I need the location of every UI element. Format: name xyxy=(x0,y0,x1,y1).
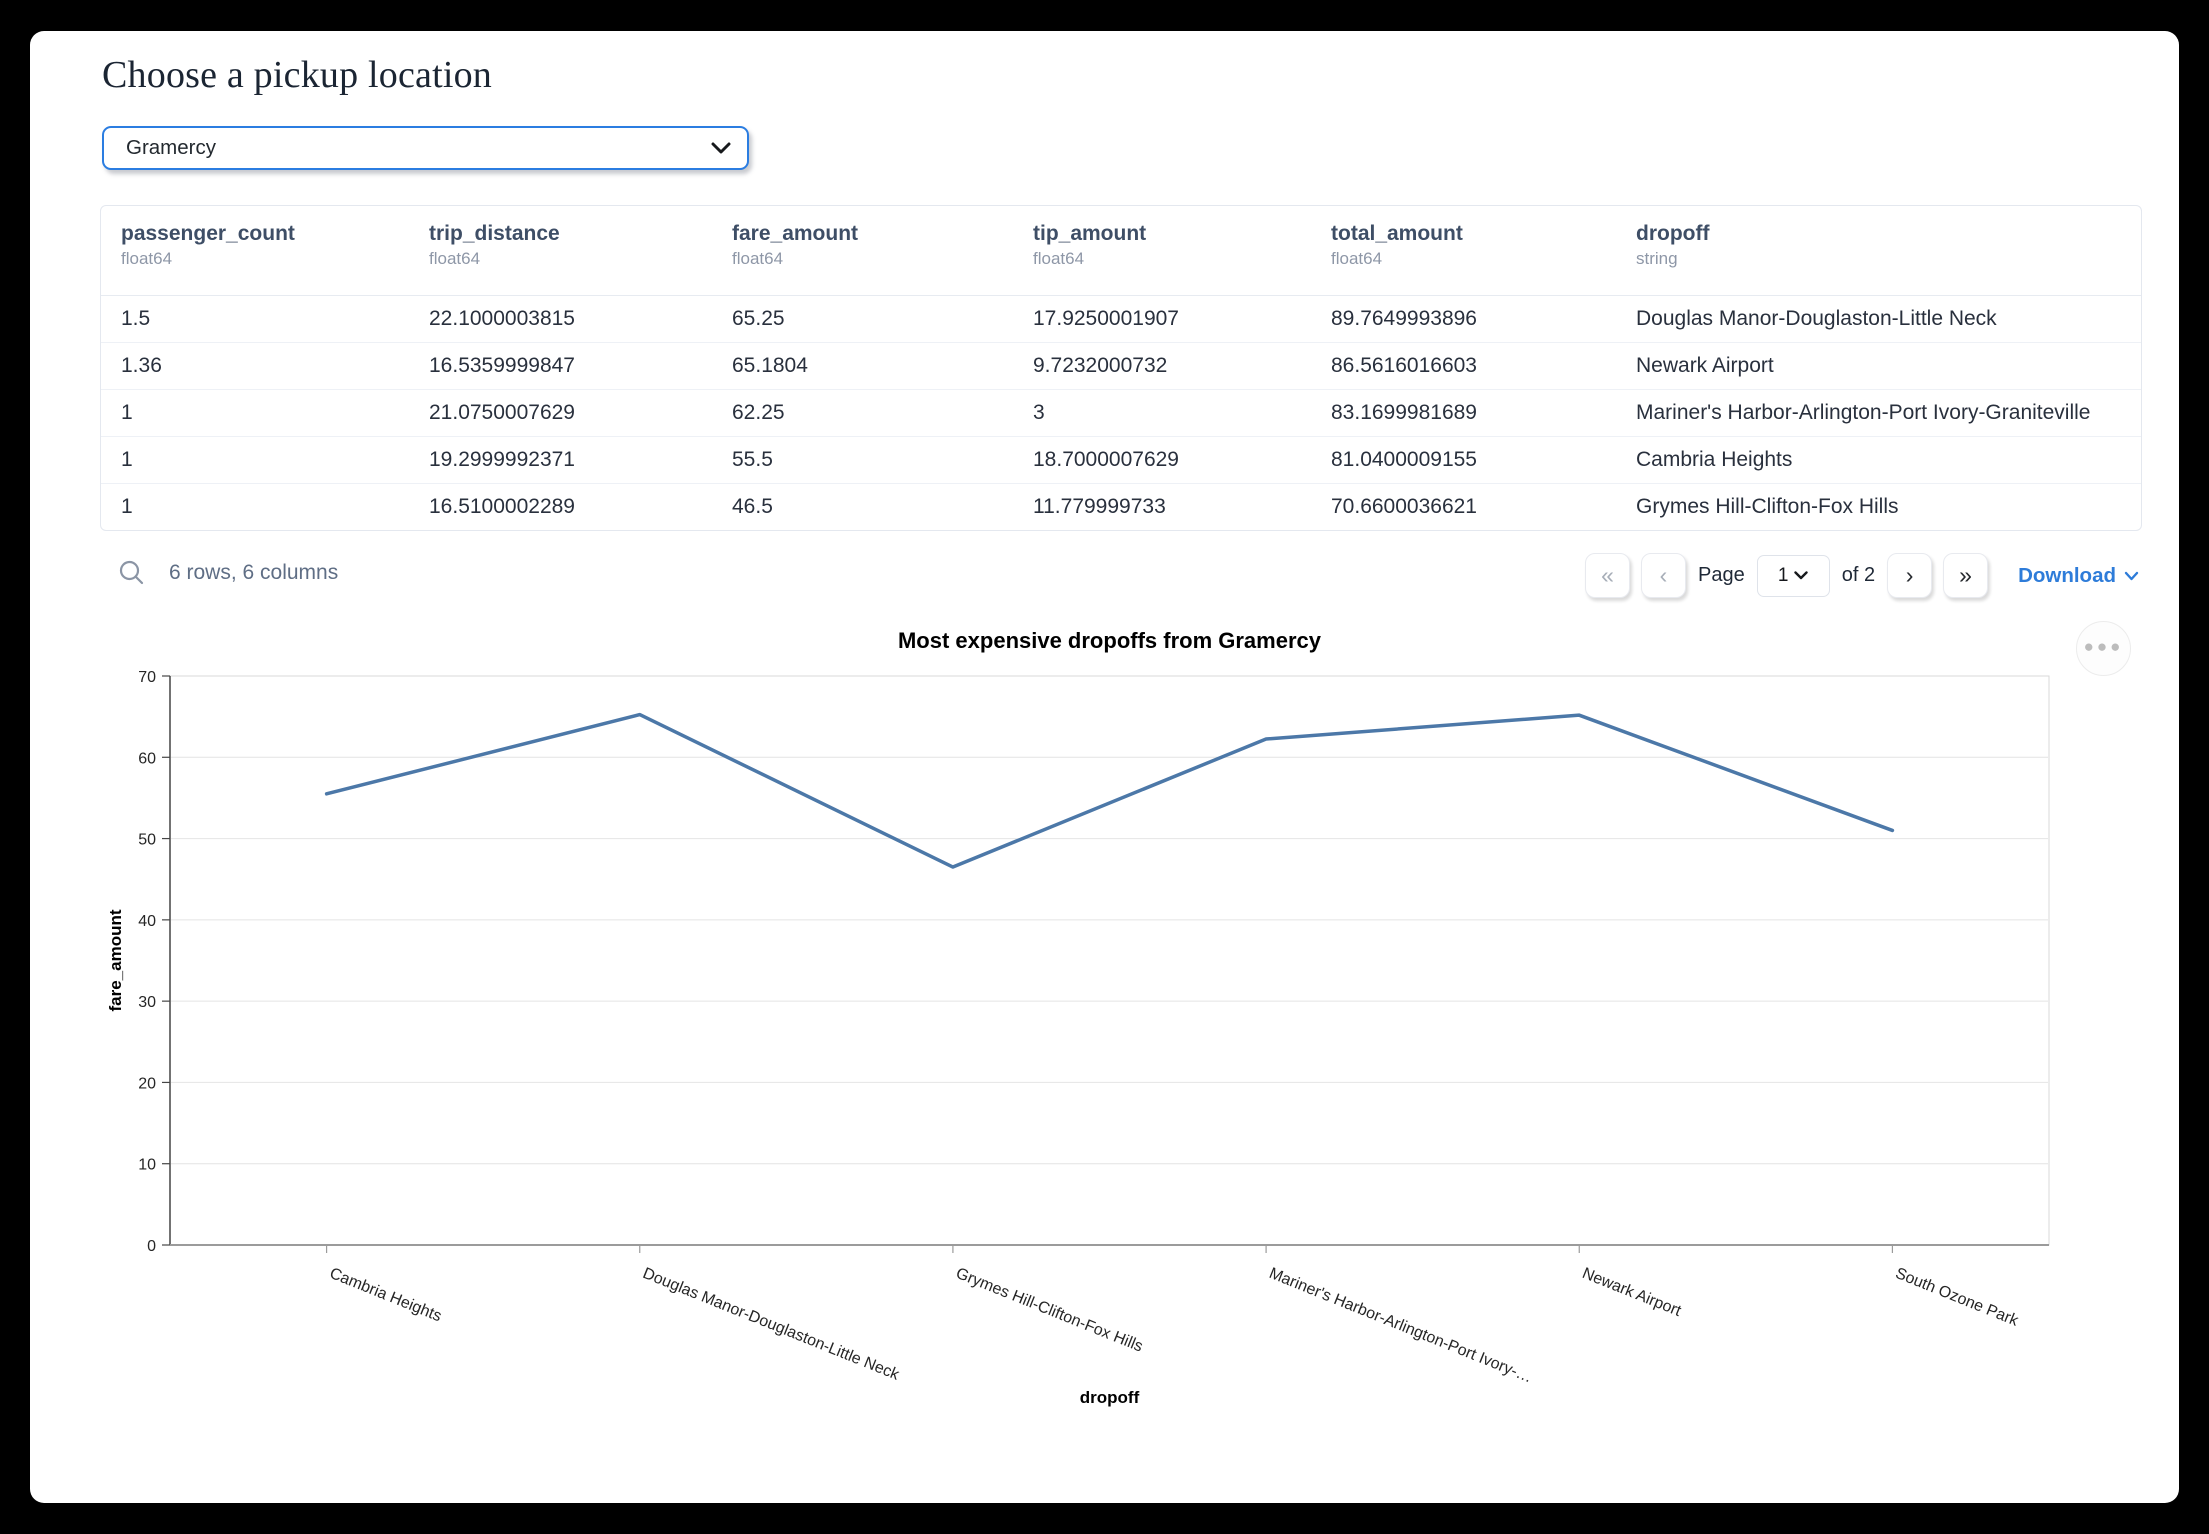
table-row[interactable]: 1 16.5100002289 46.5 11.779999733 70.660… xyxy=(101,484,2141,530)
x-tick-label: Mariner's Harbor-Arlington-Port Ivory-… xyxy=(1267,1265,1535,1386)
y-axis-title: fare_amount xyxy=(106,909,125,1011)
page-total-label: of 2 xyxy=(1841,564,1876,586)
cell-tip-amount: 3 xyxy=(1033,401,1045,424)
column-header-total-amount[interactable]: total_amount float64 xyxy=(1331,222,1463,268)
x-tick-label: Grymes Hill-Clifton-Fox Hills xyxy=(953,1265,1145,1356)
cell-total-amount: 70.6600036621 xyxy=(1331,495,1477,518)
y-tick-label: 20 xyxy=(138,1075,156,1092)
cell-dropoff: Grymes Hill-Clifton-Fox Hills xyxy=(1636,495,1899,518)
y-tick-label: 70 xyxy=(138,669,156,686)
page-label: Page xyxy=(1697,564,1745,586)
cell-fare-amount: 62.25 xyxy=(732,401,785,424)
cell-fare-amount: 65.25 xyxy=(732,307,785,330)
ellipsis-icon: ●●● xyxy=(2083,637,2124,656)
cell-passenger-count: 1 xyxy=(121,495,133,518)
chart-title: Most expensive dropoffs from Gramercy xyxy=(898,628,1322,653)
cell-dropoff: Mariner's Harbor-Arlington-Port Ivory-Gr… xyxy=(1636,401,2091,424)
plot-border xyxy=(169,675,2050,1246)
cell-dropoff: Cambria Heights xyxy=(1636,448,1793,471)
pickup-location-select[interactable]: Gramercy xyxy=(102,126,749,170)
cell-trip-distance: 16.5359999847 xyxy=(429,354,575,377)
cell-passenger-count: 1.5 xyxy=(121,307,151,330)
x-tick-label: Cambria Heights xyxy=(327,1265,444,1325)
page-number-select[interactable]: 1 xyxy=(1756,554,1830,597)
download-menu[interactable]: Download xyxy=(2018,564,2139,588)
y-tick-label: 10 xyxy=(138,1157,156,1174)
table-pagination: « ‹ Page 1 of 2 › » Download xyxy=(1584,553,2139,598)
cell-passenger-count: 1 xyxy=(121,448,133,471)
next-page-button[interactable]: › xyxy=(1887,553,1933,598)
pickup-location-value: Gramercy xyxy=(126,136,216,159)
x-tick-label: Newark Airport xyxy=(1580,1265,1684,1320)
table-footer-left: 6 rows, 6 columns xyxy=(118,559,338,586)
cell-dropoff: Newark Airport xyxy=(1636,354,1774,377)
page-title: Choose a pickup location xyxy=(102,54,492,96)
y-tick-label: 50 xyxy=(138,832,156,849)
cell-tip-amount: 11.779999733 xyxy=(1033,495,1166,518)
cell-tip-amount: 17.9250001907 xyxy=(1033,307,1179,330)
column-header-dropoff[interactable]: dropoff string xyxy=(1636,222,1710,268)
table-row[interactable]: 1 19.2999992371 55.5 18.7000007629 81.04… xyxy=(101,437,2141,484)
data-table: passenger_count float64 trip_distance fl… xyxy=(100,205,2142,531)
cell-total-amount: 83.1699981689 xyxy=(1331,401,1477,424)
y-tick-label: 30 xyxy=(138,994,156,1011)
table-row[interactable]: 1 21.0750007629 62.25 3 83.1699981689 Ma… xyxy=(101,390,2141,437)
cell-fare-amount: 55.5 xyxy=(732,448,773,471)
cell-passenger-count: 1 xyxy=(121,401,133,424)
search-icon[interactable] xyxy=(118,559,145,586)
chevron-down-icon xyxy=(2124,571,2139,580)
column-header-fare-amount[interactable]: fare_amount float64 xyxy=(732,222,859,268)
table-row[interactable]: 1.5 22.1000003815 65.25 17.9250001907 89… xyxy=(101,296,2141,343)
first-page-button[interactable]: « xyxy=(1584,553,1630,598)
cell-tip-amount: 18.7000007629 xyxy=(1033,448,1179,471)
previous-page-button[interactable]: ‹ xyxy=(1640,553,1686,598)
y-tick-label: 0 xyxy=(147,1238,156,1255)
y-tick-label: 40 xyxy=(138,913,156,930)
column-header-passenger-count[interactable]: passenger_count float64 xyxy=(121,222,295,268)
y-tick-label: 60 xyxy=(138,750,156,767)
cell-trip-distance: 19.2999992371 xyxy=(429,448,575,471)
cell-total-amount: 86.5616016603 xyxy=(1331,354,1477,377)
cell-tip-amount: 9.7232000732 xyxy=(1033,354,1168,377)
chevron-down-icon xyxy=(711,142,731,153)
cell-passenger-count: 1.36 xyxy=(121,354,162,377)
table-row[interactable]: 1.36 16.5359999847 65.1804 9.7232000732 … xyxy=(101,343,2141,390)
x-tick-label: Douglas Manor-Douglaston-Little Neck xyxy=(640,1265,902,1384)
x-tick-label: South Ozone Park xyxy=(1893,1265,2022,1330)
cell-dropoff: Douglas Manor-Douglaston-Little Neck xyxy=(1636,307,1997,330)
line-series xyxy=(324,712,1895,869)
cell-total-amount: 81.0400009155 xyxy=(1331,448,1477,471)
chevron-down-icon xyxy=(1794,571,1809,580)
download-label: Download xyxy=(2018,563,2116,587)
cell-trip-distance: 16.5100002289 xyxy=(429,495,575,518)
last-page-button[interactable]: » xyxy=(1943,553,1989,598)
row-column-summary: 6 rows, 6 columns xyxy=(169,560,339,584)
cell-fare-amount: 46.5 xyxy=(732,495,773,518)
current-page-value: 1 xyxy=(1777,564,1789,586)
x-axis-title: dropoff xyxy=(1080,1388,1140,1407)
chart-actions-button[interactable]: ●●● xyxy=(2076,621,2131,676)
cell-trip-distance: 22.1000003815 xyxy=(429,307,575,330)
table-header-row: passenger_count float64 trip_distance fl… xyxy=(101,206,2141,296)
app-window: Choose a pickup location Gramercy passen… xyxy=(30,31,2179,1503)
column-header-trip-distance[interactable]: trip_distance float64 xyxy=(429,222,560,268)
column-header-tip-amount[interactable]: tip_amount float64 xyxy=(1033,222,1147,268)
cell-total-amount: 89.7649993896 xyxy=(1331,307,1477,330)
cell-trip-distance: 21.0750007629 xyxy=(429,401,575,424)
cell-fare-amount: 65.1804 xyxy=(732,354,808,377)
